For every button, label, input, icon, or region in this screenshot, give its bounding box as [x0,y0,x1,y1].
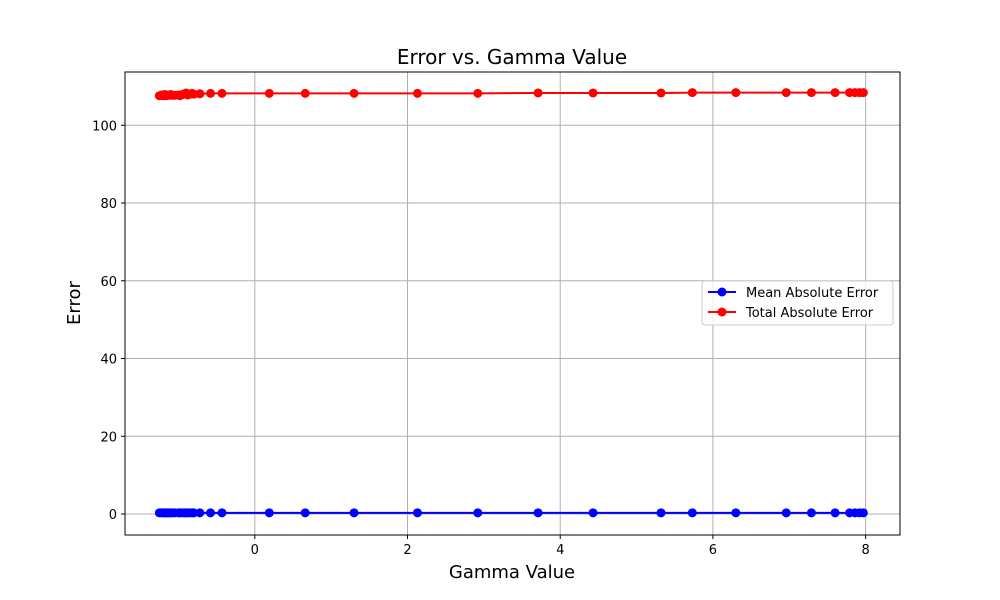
x-axis-ticks: 0 2 4 6 8 [251,535,870,558]
x-tick-label: 0 [251,543,259,558]
data-point-total-absolute-error [858,88,868,98]
data-point-mean-absolute-error [349,508,359,518]
x-tick-label: 2 [403,543,411,558]
data-point-mean-absolute-error [858,508,868,518]
legend: Mean Absolute Error Total Absolute Error [701,280,894,326]
legend-marker-mean-absolute-error [717,287,727,297]
data-point-total-absolute-error [806,88,816,98]
data-point-total-absolute-error [588,88,598,98]
x-tick-label: 8 [861,543,869,558]
data-point-total-absolute-error [264,88,274,98]
y-axis-label: Error [64,280,85,324]
legend-label-mean-absolute-error: Mean Absolute Error [746,286,879,301]
y-tick-label: 0 [109,508,117,523]
data-point-total-absolute-error [349,88,359,98]
data-point-mean-absolute-error [217,508,227,518]
legend-box [701,280,894,326]
plot-frame [124,71,901,536]
series-layer [154,88,868,518]
x-tick-label: 4 [556,543,564,558]
data-point-mean-absolute-error [195,508,205,518]
y-tick-label: 100 [92,119,117,134]
data-point-total-absolute-error [473,88,483,98]
data-point-mean-absolute-error [781,508,791,518]
legend-label-total-absolute-error: Total Absolute Error [745,306,874,321]
data-point-total-absolute-error [731,88,741,98]
y-axis-ticks: 0 20 40 60 80 100 [92,119,125,523]
legend-marker-total-absolute-error [717,307,727,317]
data-point-total-absolute-error [781,88,791,98]
y-tick-label: 80 [100,197,117,212]
y-tick-label: 40 [100,353,117,368]
data-point-mean-absolute-error [656,508,666,518]
data-point-mean-absolute-error [731,508,741,518]
y-tick-label: 20 [100,430,117,445]
x-axis-label: Gamma Value [449,562,575,583]
data-point-mean-absolute-error [687,508,697,518]
x-tick-label: 6 [709,543,717,558]
data-point-mean-absolute-error [588,508,598,518]
data-point-total-absolute-error [656,88,666,98]
data-point-total-absolute-error [195,89,205,99]
data-point-total-absolute-error [533,88,543,98]
chart-title: Error vs. Gamma Value [397,45,627,69]
data-point-total-absolute-error [300,88,310,98]
data-point-mean-absolute-error [300,508,310,518]
y-tick-label: 60 [100,275,117,290]
data-point-mean-absolute-error [806,508,816,518]
series-total-absolute-error [154,88,868,101]
data-point-total-absolute-error [217,88,227,98]
data-point-mean-absolute-error [264,508,274,518]
data-point-mean-absolute-error [473,508,483,518]
data-point-mean-absolute-error [830,508,840,518]
data-point-mean-absolute-error [206,508,216,518]
data-point-total-absolute-error [412,88,422,98]
data-point-total-absolute-error [687,88,697,98]
data-point-mean-absolute-error [412,508,422,518]
data-point-mean-absolute-error [533,508,543,518]
data-point-total-absolute-error [830,88,840,98]
series-mean-absolute-error [154,508,868,518]
data-point-total-absolute-error [206,88,216,98]
